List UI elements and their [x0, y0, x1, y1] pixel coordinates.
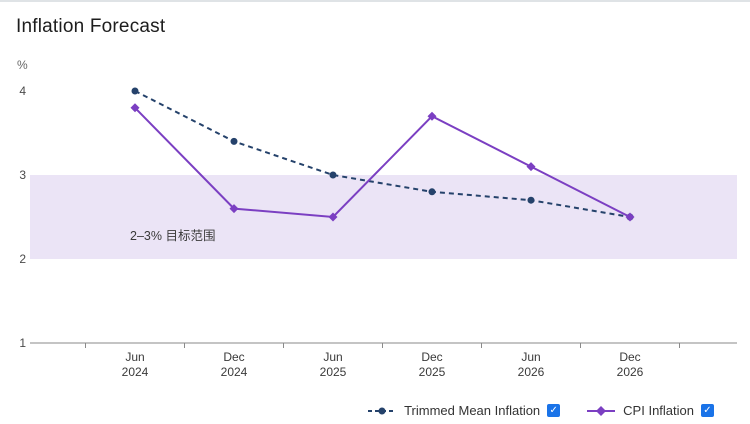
x-tick-label-month: Dec — [223, 350, 244, 364]
x-tick-label-year: 2026 — [617, 365, 644, 379]
legend-checkbox-trimmed-mean-icon[interactable]: ✓ — [547, 404, 561, 417]
data-point-trimmed-mean-inflation[interactable] — [527, 196, 535, 204]
data-point-trimmed-mean-inflation[interactable] — [131, 87, 139, 95]
data-point-cpi-inflation[interactable] — [328, 212, 338, 222]
y-tick-label: 4 — [19, 84, 26, 98]
trimmed-mean-line-swatch-icon — [368, 407, 397, 414]
x-tick-label-month: Jun — [521, 350, 540, 364]
data-point-cpi-inflation[interactable] — [427, 111, 437, 121]
legend-checkbox-cpi-icon[interactable]: ✓ — [701, 404, 714, 417]
data-point-cpi-inflation[interactable] — [229, 204, 239, 214]
data-point-trimmed-mean-inflation[interactable] — [230, 137, 238, 145]
legend-label-trimmed-mean: Trimmed Mean Inflation — [404, 403, 541, 418]
x-tick-label-year: 2024 — [221, 365, 248, 379]
x-tick-label-year: 2025 — [419, 365, 446, 379]
legend-item-trimmed-mean-inflation[interactable]: Trimmed Mean Inflation ✓ — [367, 403, 561, 418]
target-band-label: 2–3% 目标范围 — [130, 229, 215, 243]
legend-label-cpi: CPI Inflation — [623, 403, 694, 418]
data-point-trimmed-mean-inflation[interactable] — [428, 188, 436, 196]
inflation-chart: 2–3% 目标范围1234Jun2024Dec2024Jun2025Dec202… — [19, 84, 737, 379]
x-tick-label-year: 2025 — [320, 365, 347, 379]
data-point-cpi-inflation[interactable] — [526, 162, 536, 172]
y-tick-label: 1 — [19, 336, 26, 350]
series-line-cpi-inflation — [134, 107, 631, 219]
x-tick-label-month: Jun — [323, 350, 342, 364]
x-tick-label-month: Dec — [421, 350, 442, 364]
x-tick-label-month: Jun — [125, 350, 144, 364]
x-tick-label-year: 2024 — [122, 365, 149, 379]
y-tick-label: 3 — [19, 168, 26, 182]
y-axis-unit-label: % — [17, 58, 28, 72]
legend-item-cpi-inflation[interactable]: CPI Inflation ✓ — [586, 403, 714, 418]
x-tick-label-month: Dec — [619, 350, 640, 364]
chart-title: Inflation Forecast — [16, 16, 166, 37]
data-point-cpi-inflation[interactable] — [625, 212, 635, 222]
y-tick-label: 2 — [19, 252, 26, 266]
data-point-cpi-inflation[interactable] — [130, 103, 140, 113]
x-tick-label-year: 2026 — [518, 365, 545, 379]
chart-legend: Trimmed Mean Inflation ✓ CPI Inflation ✓ — [367, 403, 714, 418]
cpi-line-swatch-icon — [587, 405, 616, 416]
series-line-trimmed-mean-inflation — [134, 90, 631, 218]
data-point-trimmed-mean-inflation[interactable] — [329, 171, 337, 179]
target-band — [30, 175, 737, 259]
